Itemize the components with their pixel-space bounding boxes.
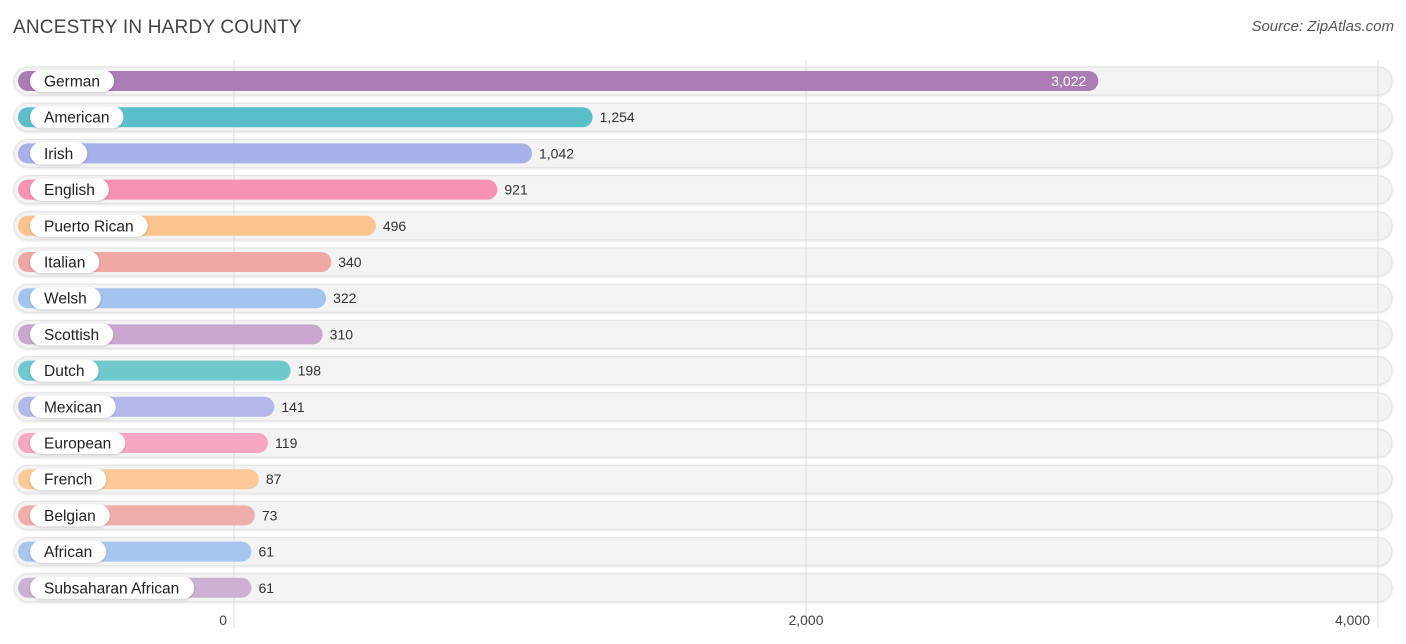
category-label: Dutch — [44, 363, 85, 380]
row-background — [13, 464, 1393, 494]
category-pill — [30, 142, 88, 165]
bar — [18, 107, 593, 128]
category-pill — [30, 323, 114, 346]
category-pill — [30, 214, 148, 237]
category-pill — [30, 70, 114, 92]
category-pill — [30, 395, 116, 418]
category-label: European — [44, 436, 111, 453]
x-tick-label: 2,000 — [788, 612, 823, 628]
chart-source: Source: ZipAtlas.com — [1251, 18, 1394, 35]
row-background — [13, 247, 1393, 277]
category-pill — [30, 178, 109, 201]
row-background — [13, 428, 1393, 458]
value-label: 119 — [275, 435, 298, 451]
category-pill — [30, 287, 101, 310]
value-label: 322 — [333, 290, 357, 306]
category-label: African — [44, 544, 92, 561]
row-background — [13, 319, 1393, 349]
bar — [18, 71, 1099, 91]
category-label: Subsaharan African — [44, 580, 179, 597]
row-background — [13, 283, 1393, 313]
value-label: 496 — [383, 218, 407, 234]
value-label: 340 — [338, 254, 362, 270]
value-label: 61 — [258, 580, 274, 596]
category-pill — [30, 576, 195, 599]
value-label: 921 — [504, 182, 528, 198]
value-label: 198 — [298, 363, 322, 379]
value-label: 3,022 — [1051, 73, 1086, 89]
x-tick-label: 0 — [219, 612, 227, 628]
category-label: French — [44, 472, 92, 489]
row-background — [13, 537, 1393, 567]
category-label: Scottish — [44, 327, 99, 344]
category-label: Mexican — [44, 399, 102, 416]
category-label: German — [44, 74, 100, 91]
category-label: Welsh — [44, 291, 87, 308]
value-label: 73 — [262, 507, 278, 523]
category-pill — [30, 432, 126, 454]
category-pill — [30, 106, 124, 129]
value-label: 1,254 — [600, 109, 635, 125]
bar — [18, 179, 498, 200]
row-background — [13, 573, 1393, 603]
value-label: 1,042 — [539, 145, 574, 161]
category-label: Irish — [44, 146, 73, 163]
value-label: 87 — [266, 471, 282, 487]
value-label: 61 — [258, 544, 274, 560]
category-pill — [30, 468, 107, 491]
category-pill — [30, 504, 110, 527]
bar — [18, 143, 533, 164]
x-tick-label: 4,000 — [1335, 612, 1370, 628]
category-label: English — [44, 182, 95, 199]
value-label: 141 — [281, 399, 305, 415]
value-label: 310 — [330, 326, 354, 342]
category-label: American — [44, 110, 109, 127]
category-pill — [30, 251, 100, 273]
row-background — [13, 356, 1393, 386]
category-pill — [30, 540, 107, 563]
category-label: Belgian — [44, 508, 96, 525]
chart-title: ANCESTRY IN HARDY COUNTY — [13, 17, 302, 38]
category-label: Puerto Rican — [44, 218, 134, 235]
category-label: Italian — [44, 255, 85, 272]
row-background — [13, 392, 1393, 422]
category-pill — [30, 359, 99, 382]
row-background — [13, 500, 1393, 530]
